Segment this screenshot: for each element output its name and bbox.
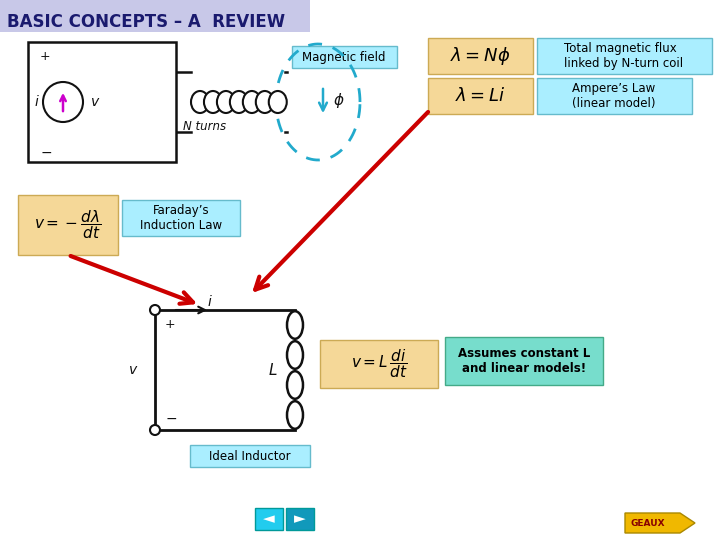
Text: Magnetic field: Magnetic field <box>302 51 386 64</box>
Text: $i$: $i$ <box>34 94 40 110</box>
Text: Ideal Inductor: Ideal Inductor <box>210 449 291 462</box>
Ellipse shape <box>287 311 303 339</box>
Text: $i$: $i$ <box>207 294 213 309</box>
Ellipse shape <box>269 91 287 113</box>
Ellipse shape <box>287 341 303 369</box>
FancyBboxPatch shape <box>428 78 533 114</box>
Text: GEAUX: GEAUX <box>631 518 665 528</box>
Text: $v$: $v$ <box>128 363 138 377</box>
Ellipse shape <box>191 91 209 113</box>
FancyBboxPatch shape <box>255 508 283 530</box>
Text: +: + <box>165 318 176 330</box>
Circle shape <box>43 82 83 122</box>
Text: $v = L\,\dfrac{di}{dt}$: $v = L\,\dfrac{di}{dt}$ <box>351 348 408 380</box>
Text: $\phi$: $\phi$ <box>333 91 345 111</box>
FancyBboxPatch shape <box>320 340 438 388</box>
FancyBboxPatch shape <box>537 78 692 114</box>
Text: Total magnetic flux
linked by N-turn coil: Total magnetic flux linked by N-turn coi… <box>564 42 683 70</box>
Circle shape <box>150 425 160 435</box>
Ellipse shape <box>287 401 303 429</box>
FancyArrow shape <box>625 513 695 533</box>
Text: N turns: N turns <box>184 120 227 133</box>
Text: $\lambda = Li$: $\lambda = Li$ <box>455 87 505 105</box>
Text: $v = -\dfrac{d\lambda}{dt}$: $v = -\dfrac{d\lambda}{dt}$ <box>35 208 102 241</box>
FancyBboxPatch shape <box>428 38 533 74</box>
Text: +: + <box>40 50 50 63</box>
Ellipse shape <box>217 91 235 113</box>
FancyBboxPatch shape <box>537 38 712 74</box>
Ellipse shape <box>230 91 248 113</box>
FancyBboxPatch shape <box>286 508 314 530</box>
Text: Faraday’s
Induction Law: Faraday’s Induction Law <box>140 204 222 232</box>
Ellipse shape <box>287 371 303 399</box>
FancyBboxPatch shape <box>122 200 240 236</box>
Ellipse shape <box>204 91 222 113</box>
Text: Assumes constant L
and linear models!: Assumes constant L and linear models! <box>458 347 590 375</box>
FancyBboxPatch shape <box>18 195 118 255</box>
Text: ►: ► <box>294 511 306 526</box>
Text: ◄: ◄ <box>263 511 275 526</box>
Circle shape <box>150 305 160 315</box>
FancyBboxPatch shape <box>0 0 310 32</box>
FancyBboxPatch shape <box>190 445 310 467</box>
Ellipse shape <box>256 91 274 113</box>
Text: Ampere’s Law
(linear model): Ampere’s Law (linear model) <box>572 82 656 110</box>
Text: BASIC CONCEPTS – A  REVIEW: BASIC CONCEPTS – A REVIEW <box>7 13 285 31</box>
Text: $L$: $L$ <box>269 362 278 378</box>
FancyBboxPatch shape <box>445 337 603 385</box>
FancyBboxPatch shape <box>292 46 397 68</box>
Text: $v$: $v$ <box>90 95 100 109</box>
Ellipse shape <box>243 91 261 113</box>
Text: $-$: $-$ <box>40 145 52 159</box>
FancyBboxPatch shape <box>28 42 176 162</box>
Text: $\lambda = N\phi$: $\lambda = N\phi$ <box>450 45 510 67</box>
Text: $-$: $-$ <box>165 411 177 425</box>
